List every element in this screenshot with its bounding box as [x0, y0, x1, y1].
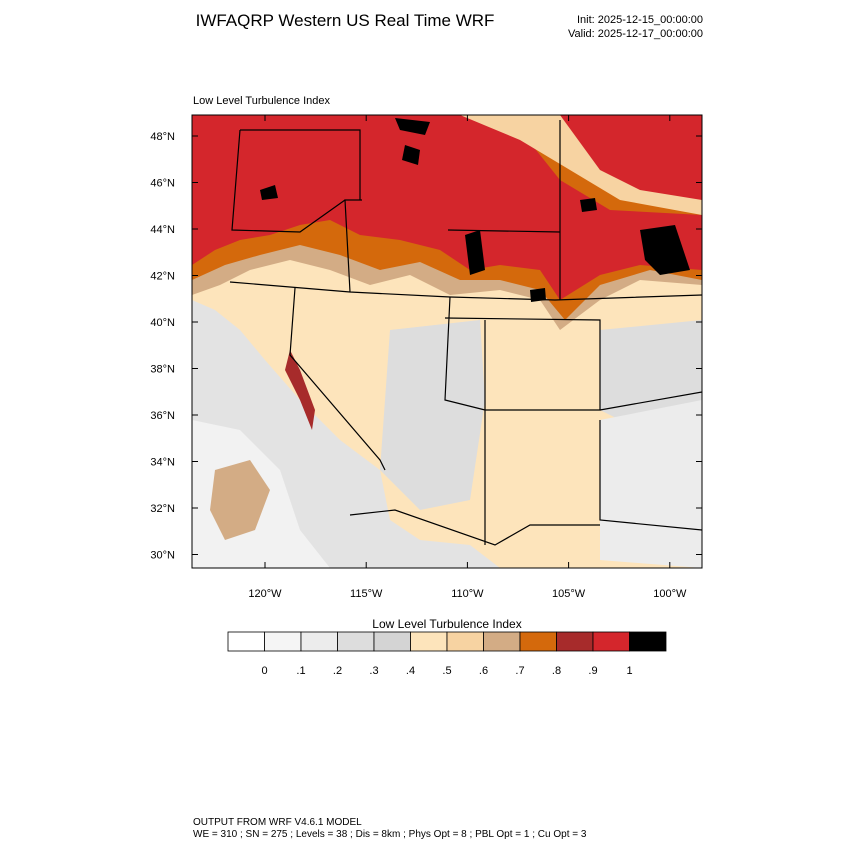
- border: [240, 129, 361, 200]
- lon-label: 115°W: [350, 588, 383, 600]
- colorbar-box: [629, 631, 667, 652]
- black-spot: [580, 198, 597, 212]
- lat-label: 46°N: [150, 178, 175, 190]
- colorbar-box: [300, 631, 338, 652]
- field-black-spots: [260, 118, 690, 302]
- lat-label: 48°N: [150, 131, 175, 143]
- lat-label: 30°N: [150, 550, 175, 562]
- field-gray-interior: [380, 320, 485, 510]
- lat-label: 44°N: [150, 224, 175, 236]
- colorbar-box: [337, 631, 375, 652]
- lat-label: 32°N: [150, 503, 175, 515]
- lon-label: 100°W: [653, 588, 687, 600]
- colorbar-box: [592, 631, 630, 652]
- colorbar-title: Low Level Turbulence Index: [372, 617, 521, 631]
- border: [231, 129, 346, 233]
- border: [599, 420, 702, 531]
- colorbar-label: .7: [515, 665, 524, 677]
- map-frame: [191, 114, 703, 569]
- border: [447, 229, 561, 233]
- lat-label: 36°N: [150, 410, 175, 422]
- black-spot: [640, 225, 690, 275]
- init-time: Init: 2025-12-15_00:00:00: [577, 14, 703, 26]
- lon-label: 110°W: [451, 588, 484, 600]
- colorbar-label: .4: [406, 665, 415, 677]
- colorbar-label: .9: [588, 665, 597, 677]
- colorbar-label: 0: [261, 665, 267, 677]
- field-tan-ocean: [210, 460, 270, 540]
- field-red-north: [192, 115, 702, 300]
- map-field: [192, 115, 702, 568]
- black-spot: [260, 185, 278, 200]
- footer-line: WE = 310 ; SN = 275 ; Levels = 38 ; Dis …: [193, 829, 587, 840]
- field-gray-texas: [600, 400, 702, 568]
- border: [289, 287, 386, 471]
- lat-label: 42°N: [150, 271, 175, 283]
- colorbar-box: [519, 631, 557, 652]
- field-sierra: [285, 350, 315, 430]
- field-red-northeast: [560, 115, 702, 200]
- valid-time: Valid: 2025-12-17_00:00:00: [568, 28, 703, 40]
- field-gray-plains: [600, 320, 702, 430]
- colorbar-box: [446, 631, 484, 652]
- colorbar-label: .1: [296, 665, 305, 677]
- map-title: Low Level Turbulence Index: [193, 95, 330, 107]
- colorbar-label: .3: [369, 665, 378, 677]
- axis-labels: 48°N 46°N 44°N 42°N 40°N 38°N 36°N 34°N 32°N 30°N…: [150, 115, 702, 600]
- colorbar-box: [264, 631, 302, 652]
- black-spot: [395, 118, 430, 135]
- footer-line: OUTPUT FROM WRF V4.6.1 MODEL: [193, 817, 362, 828]
- lat-label: 40°N: [150, 317, 175, 329]
- colorbar-box: [410, 631, 448, 652]
- colorbar-label: .8: [552, 665, 561, 677]
- colorbar-label: .2: [333, 665, 342, 677]
- colorbar-label: .6: [479, 665, 488, 677]
- title: IWFAQRP Western US Real Time WRF: [196, 11, 495, 30]
- lat-label: 38°N: [150, 364, 175, 376]
- lon-label: 105°W: [552, 588, 586, 600]
- border: [349, 509, 600, 546]
- black-spot: [530, 288, 546, 302]
- colorbar: Low Level Turbulence Index 0 .1 .2 .3 .4 .5 .6.…: [227, 617, 667, 677]
- colorbar-label: .5: [442, 665, 451, 677]
- colorbar-box: [227, 631, 265, 652]
- colorbar-label: 1: [626, 665, 632, 677]
- colorbar-box: [556, 631, 594, 652]
- colorbar-box: [373, 631, 411, 652]
- lat-label: 34°N: [150, 457, 175, 469]
- state-borders: [229, 120, 702, 546]
- colorbar-box: [483, 631, 521, 652]
- border: [599, 391, 702, 411]
- lon-label: 120°W: [248, 588, 282, 600]
- black-spot: [465, 230, 485, 275]
- black-spot: [402, 145, 420, 165]
- border: [444, 296, 601, 411]
